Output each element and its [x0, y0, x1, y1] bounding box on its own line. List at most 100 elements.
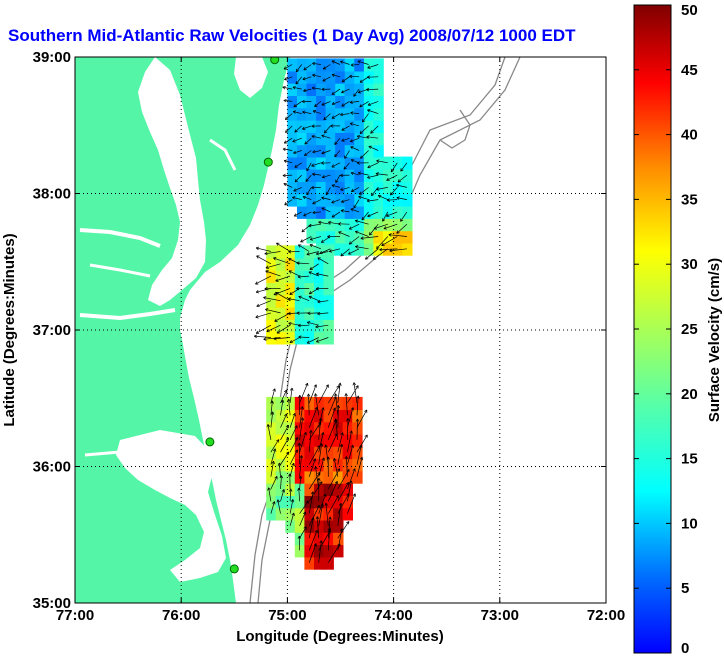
x-tick-label: 75:00 [268, 607, 306, 624]
velocity-arrowhead [367, 75, 371, 79]
velocity-arrowhead [303, 88, 307, 93]
velocity-arrow [378, 195, 388, 200]
velocity-arrowhead [305, 500, 309, 504]
velocity-cell [333, 507, 344, 521]
velocity-arrowhead [359, 79, 364, 83]
velocity-arrow [266, 324, 281, 332]
velocity-arrow [317, 312, 329, 315]
velocity-arrow [321, 197, 331, 200]
velocity-arrow [323, 64, 331, 70]
velocity-arrow [299, 383, 308, 404]
colorbar [633, 4, 672, 654]
velocity-arrowhead [306, 191, 310, 196]
velocity-arrowhead [340, 187, 344, 191]
velocity-cell [344, 70, 356, 84]
velocity-cell [287, 156, 298, 170]
velocity-cell [304, 482, 315, 496]
velocity-arrow [350, 146, 360, 151]
velocity-arrowhead [323, 116, 327, 121]
velocity-cell [354, 95, 365, 109]
velocity-cell [304, 269, 315, 283]
velocity-cell [287, 132, 298, 146]
velocity-arrowhead [314, 406, 318, 411]
velocity-arrowhead [287, 311, 291, 316]
velocity-arrow [311, 135, 321, 139]
velocity-arrowhead [304, 141, 308, 145]
velocity-cell [335, 230, 346, 244]
y-tick-label: 36:00 [33, 459, 71, 476]
velocity-arrow [335, 418, 339, 440]
velocity-cell [373, 156, 384, 170]
velocity-arrowhead [321, 134, 325, 138]
velocity-arrowhead [273, 292, 277, 296]
velocity-arrowhead [370, 130, 374, 134]
velocity-cell [316, 58, 327, 72]
velocity-arrow [288, 270, 300, 277]
velocity-cell [316, 168, 327, 182]
velocity-arrowhead [321, 407, 325, 411]
velocity-arrowhead [312, 73, 316, 78]
velocity-arrow [280, 413, 288, 428]
velocity-cell [316, 132, 327, 146]
velocity-cell [373, 218, 384, 232]
velocity-arrow [373, 223, 388, 230]
velocity-cell [287, 107, 298, 121]
velocity-cell [294, 421, 306, 435]
velocity-arrowhead [341, 90, 345, 94]
velocity-arrow [306, 162, 312, 172]
river-rappahannock [89, 263, 151, 278]
velocity-arrow [347, 418, 349, 440]
velocity-arrowhead [267, 487, 271, 491]
velocity-cell [294, 257, 306, 271]
velocity-arrowhead [300, 406, 304, 410]
velocity-arrow [296, 262, 310, 265]
velocity-cell [392, 242, 403, 256]
velocity-arrowhead [255, 246, 260, 251]
velocity-cell [297, 181, 308, 195]
velocity-cell [363, 193, 375, 207]
velocity-arrowhead [356, 134, 361, 139]
velocity-cell [354, 230, 365, 244]
velocity-arrow [317, 257, 329, 265]
velocity-arrow [302, 76, 312, 80]
velocity-arrowhead [335, 495, 339, 499]
velocity-cell [314, 257, 325, 271]
velocity-arrow [289, 463, 295, 477]
velocity-arrow [355, 231, 369, 237]
velocity-arrow [293, 101, 302, 108]
velocity-cell [323, 396, 334, 410]
velocity-arrow [337, 528, 343, 551]
velocity-cell [392, 218, 403, 232]
velocity-arrow [298, 487, 300, 502]
velocity-arrowhead [331, 101, 336, 106]
velocity-arrow [400, 162, 408, 172]
velocity-cell [275, 446, 287, 460]
velocity-cell [314, 319, 325, 333]
velocity-arrow [308, 530, 318, 551]
velocity-cell [285, 282, 296, 296]
velocity-cell [285, 507, 296, 521]
colorbar-tick-label: 35 [681, 191, 698, 208]
velocity-arrowhead [299, 455, 304, 459]
velocity-arrowhead [344, 393, 348, 397]
velocity-arrow [318, 221, 331, 225]
velocity-arrowhead [296, 311, 300, 315]
velocity-arrow [275, 275, 291, 282]
velocity-arrow [308, 517, 314, 539]
velocity-cell [294, 446, 306, 460]
velocity-arrow [307, 312, 319, 314]
velocity-arrowhead [400, 168, 404, 172]
velocity-cell [335, 205, 346, 219]
velocity-arrow [270, 400, 273, 416]
velocity-cell [287, 168, 298, 182]
velocity-arrowhead [334, 153, 338, 158]
velocity-arrow [308, 458, 316, 477]
velocity-arrow [267, 424, 272, 440]
velocity-arrowhead [288, 321, 292, 326]
velocity-arrow [327, 433, 338, 453]
velocity-arrow [318, 494, 326, 514]
velocity-cell [344, 230, 356, 244]
velocity-arrow [350, 64, 360, 66]
velocity-cell [373, 168, 384, 182]
velocity-arrowhead [360, 236, 364, 240]
